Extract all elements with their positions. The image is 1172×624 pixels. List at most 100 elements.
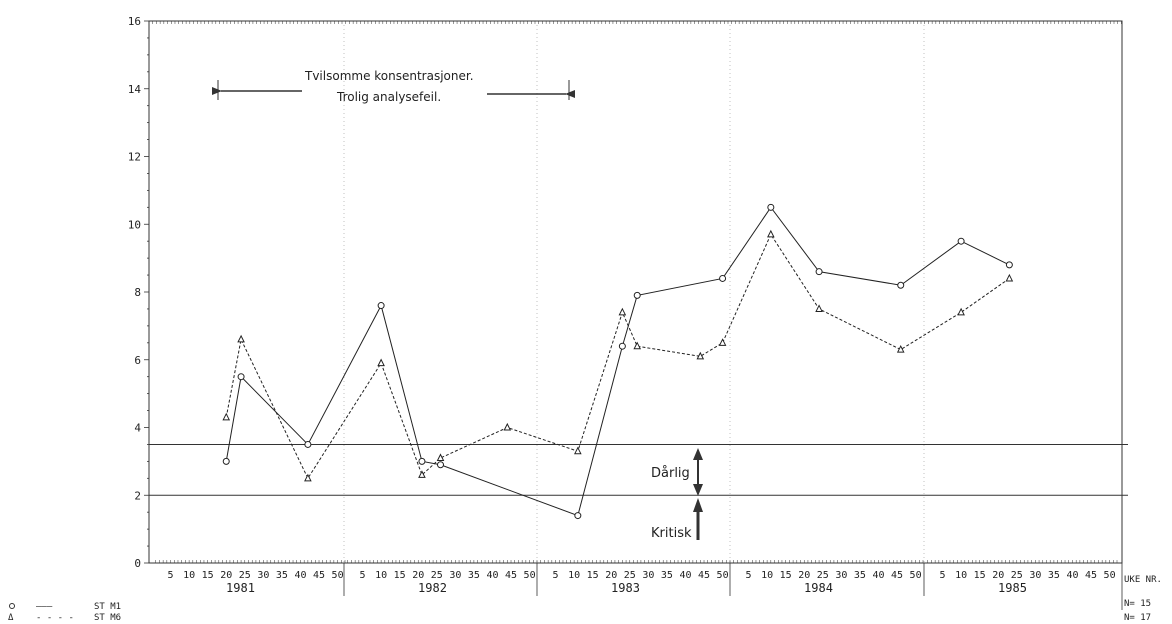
x-week-label: 50	[332, 570, 344, 581]
data-point-st-m6	[222, 412, 231, 421]
count-st-m6: N= 17	[1124, 613, 1151, 623]
data-point-st-m6	[503, 422, 512, 431]
x-year-label: 1981	[226, 581, 255, 595]
y-tick-label: 6	[134, 354, 141, 367]
legend: ——— ST M1 Δ - - - - ST M6	[8, 602, 121, 623]
x-week-label: 45	[505, 570, 517, 581]
x-week-label: 15	[587, 570, 599, 581]
y-tick-label: 14	[128, 83, 142, 96]
x-week-label: 15	[780, 570, 792, 581]
y-tick-label: 10	[128, 218, 141, 231]
x-week-label: 45	[891, 570, 903, 581]
x-week-label: 15	[202, 570, 214, 581]
series-layer	[222, 203, 1014, 520]
data-point-st-m1	[304, 440, 312, 448]
y-tick-label: 12	[128, 151, 141, 164]
count-st-m1: N= 15	[1124, 599, 1151, 609]
x-week-label: 30	[642, 570, 654, 581]
legend-label-st-m6: ST M6	[94, 613, 121, 623]
data-point-st-m1	[767, 203, 775, 211]
data-point-st-m6	[237, 334, 245, 343]
y-tick-label: 2	[134, 489, 141, 502]
x-week-label: 10	[568, 570, 580, 581]
annotation-line-1: Tvilsomme konsentrasjoner.	[304, 69, 474, 83]
x-year-label: 1984	[804, 581, 833, 595]
x-week-label: 40	[872, 570, 884, 581]
x-week-label: 45	[698, 570, 710, 581]
x-week-label: 35	[276, 570, 288, 581]
x-week-label: 50	[910, 570, 922, 581]
x-week-label: 20	[798, 570, 810, 581]
x-week-label: 20	[220, 570, 232, 581]
data-point-st-m1	[377, 302, 385, 310]
data-point-st-m1	[633, 291, 641, 299]
x-week-label: 5	[553, 570, 559, 581]
x-week-label: 40	[294, 570, 306, 581]
data-point-st-m1	[237, 373, 245, 381]
x-axis: 5 10 15 20 25 30 35 40 45 50 1981 5 10 15 20 25 30 35 40 45…	[155, 560, 1123, 610]
x-week-label: 30	[449, 570, 461, 581]
data-point-st-m6	[696, 351, 705, 360]
legend-symbol-st-m6: Δ	[8, 613, 14, 623]
x-week-label: 10	[183, 570, 195, 581]
data-point-st-m6	[896, 344, 905, 353]
data-point-st-m6	[304, 473, 312, 482]
x-week-label: 30	[257, 570, 269, 581]
x-week-label: 25	[239, 570, 251, 581]
x-week-label: 30	[835, 570, 847, 581]
zone-label-kritisk: Kritisk	[651, 526, 692, 541]
x-week-label: 20	[412, 570, 424, 581]
data-point-st-m1	[957, 237, 965, 245]
legend-marker-st-m1	[9, 603, 15, 609]
data-point-st-m1	[574, 512, 582, 520]
y-tick-label: 16	[128, 15, 141, 28]
x-week-label: 5	[168, 570, 174, 581]
x-year-label: 1982	[418, 581, 447, 595]
x-week-label: 25	[624, 570, 636, 581]
x-week-label: 40	[1066, 570, 1078, 581]
x-week-label: 15	[394, 570, 406, 581]
x-week-label: 10	[761, 570, 773, 581]
x-week-label: 25	[817, 570, 829, 581]
x-week-label: 50	[717, 570, 729, 581]
x-week-label: 35	[661, 570, 673, 581]
y-tick-label: 4	[134, 422, 141, 435]
x-week-label: 5	[360, 570, 366, 581]
x-week-label: 5	[940, 570, 946, 581]
x-week-label: 15	[974, 570, 986, 581]
data-point-st-m6	[718, 338, 727, 346]
x-week-label: 20	[992, 570, 1004, 581]
data-point-st-m6	[418, 470, 426, 478]
legend-line-st-m6: - - - -	[36, 613, 74, 623]
x-week-label: 40	[486, 570, 498, 581]
x-week-label: 10	[955, 570, 967, 581]
data-point-st-m6	[618, 307, 627, 316]
y-axis: 0 2 4 6 8 10 12 14 16	[128, 15, 149, 570]
zone-arrowhead-up-lower	[693, 498, 703, 512]
data-point-st-m6	[377, 358, 385, 367]
data-point-st-m6	[957, 307, 965, 316]
x-week-label: 50	[1104, 570, 1116, 581]
legend-line-st-m1: ———	[36, 602, 53, 612]
x-week-label: 35	[468, 570, 480, 581]
data-point-st-m1	[897, 281, 905, 289]
legend-label-st-m1: ST M1	[94, 602, 121, 612]
data-point-st-m1	[719, 274, 727, 282]
x-week-label: 5	[746, 570, 752, 581]
x-year-label: 1983	[611, 581, 640, 595]
y-tick-label: 0	[134, 557, 141, 570]
data-point-st-m1	[437, 461, 444, 469]
zone-label-darlig: Dårlig	[651, 466, 690, 481]
data-point-st-m1	[418, 457, 426, 465]
x-week-label: 50	[524, 570, 536, 581]
x-week-label: 35	[1048, 570, 1060, 581]
plot-frame	[148, 20, 1123, 564]
x-week-label: 30	[1029, 570, 1041, 581]
zone-arrowhead-down	[693, 484, 703, 496]
data-point-st-m6	[767, 229, 775, 238]
x-week-label: 45	[313, 570, 325, 581]
x-week-label: 45	[1085, 570, 1097, 581]
data-point-st-m6	[1005, 273, 1014, 282]
x-week-label: 20	[605, 570, 617, 581]
